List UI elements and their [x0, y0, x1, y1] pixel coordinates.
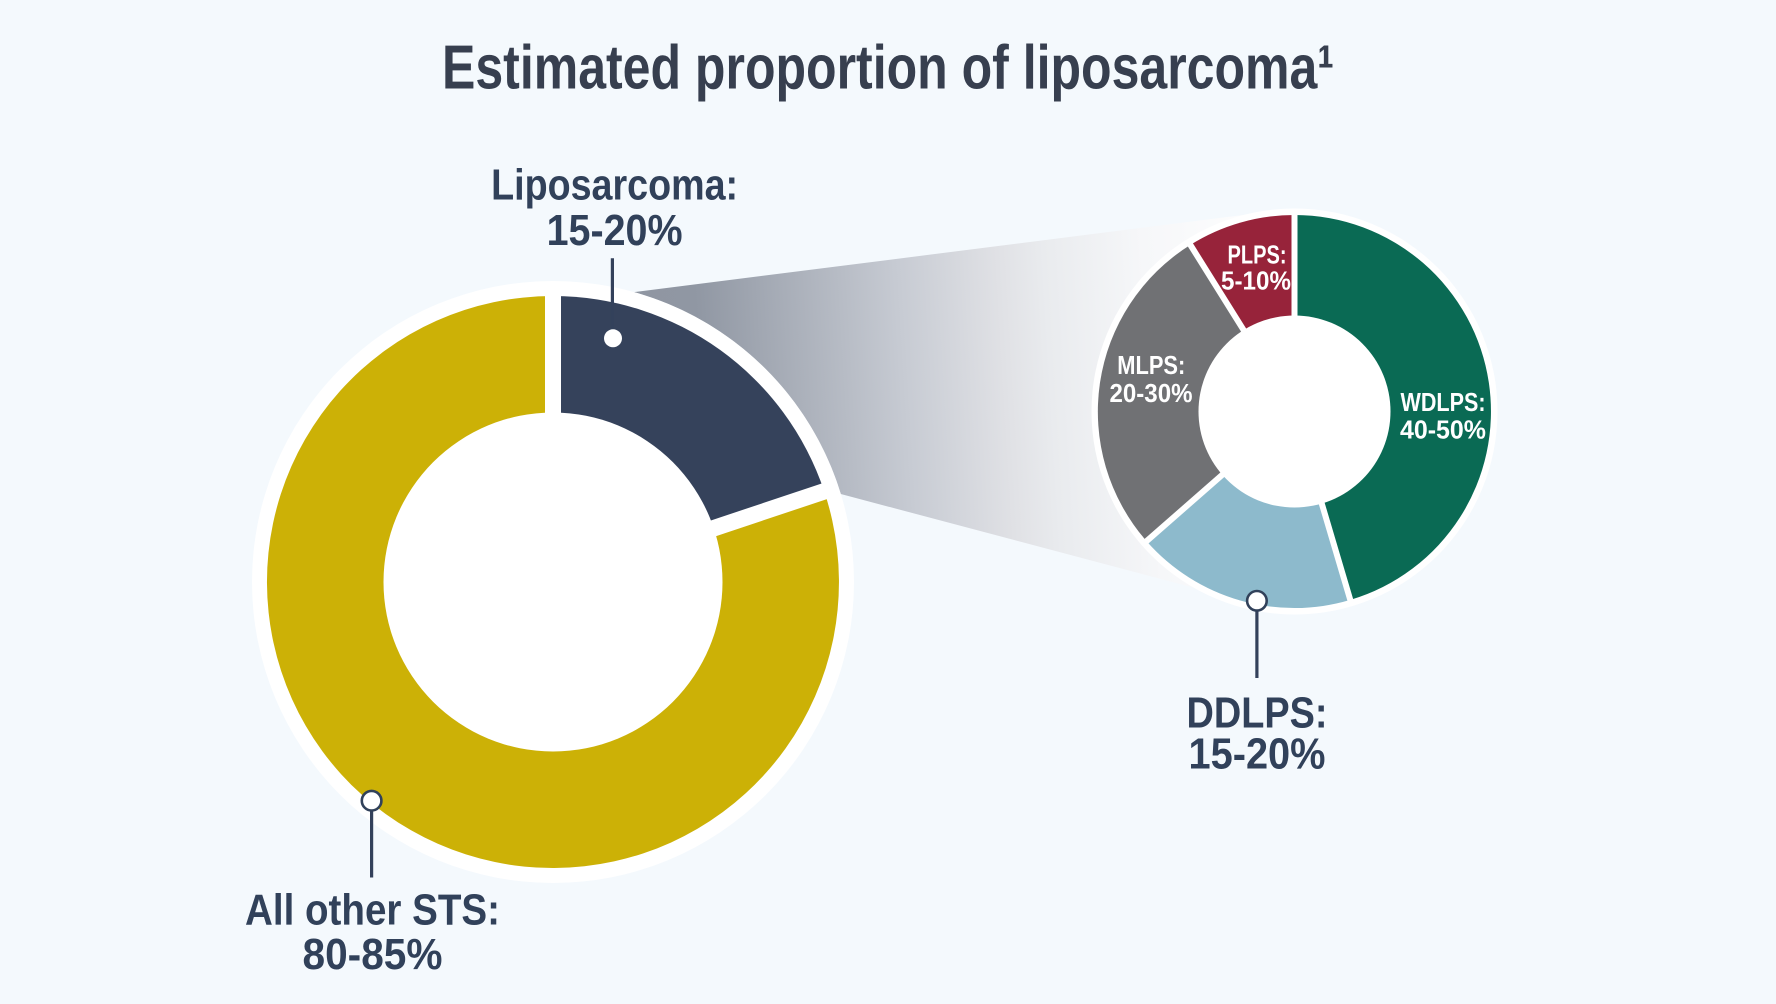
svg-text:15-20%: 15-20%: [1189, 730, 1326, 779]
svg-text:MLPS:: MLPS:: [1117, 350, 1185, 380]
svg-text:WDLPS:: WDLPS:: [1401, 387, 1486, 417]
svg-text:20-30%: 20-30%: [1110, 378, 1193, 408]
svg-text:Estimated proportion of liposa: Estimated proportion of liposarcoma¹: [442, 34, 1334, 103]
svg-text:PLPS:: PLPS:: [1228, 240, 1287, 270]
svg-text:15-20%: 15-20%: [547, 206, 683, 255]
svg-text:5-10%: 5-10%: [1221, 266, 1291, 296]
svg-text:Liposarcoma:: Liposarcoma:: [491, 160, 738, 209]
svg-text:DDLPS:: DDLPS:: [1187, 688, 1328, 737]
svg-text:40-50%: 40-50%: [1400, 414, 1486, 444]
svg-text:All other STS:: All other STS:: [245, 886, 500, 935]
svg-text:80-85%: 80-85%: [303, 930, 443, 979]
